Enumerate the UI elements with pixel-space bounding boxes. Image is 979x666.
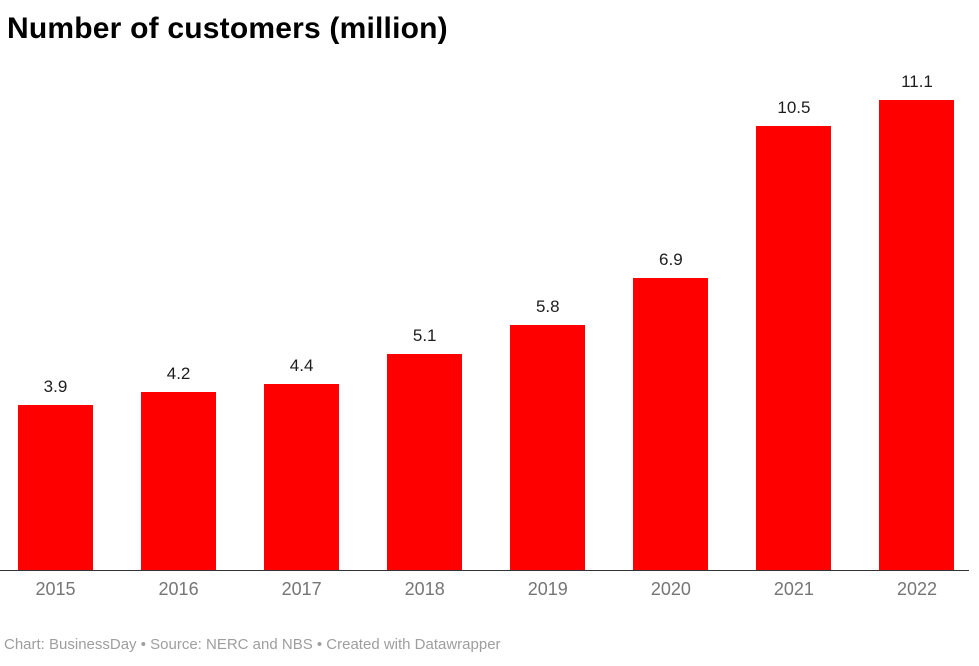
bar-value-label-2017: 4.4: [289, 355, 314, 375]
bar-2020: [633, 278, 709, 570]
bar-2021: [756, 125, 832, 570]
x-axis-line: [0, 570, 969, 571]
x-axis-label-2020: 2020: [650, 579, 691, 599]
bar-2019: [510, 324, 586, 570]
chart-footer: Chart: BusinessDay • Source: NERC and NB…: [4, 636, 501, 653]
x-axis-label-2021: 2021: [773, 579, 814, 599]
chart-title: Number of customers (million): [7, 12, 448, 45]
bar-2017: [264, 383, 340, 570]
bar-value-label-2021: 10.5: [777, 97, 811, 117]
bar-2018: [387, 354, 463, 570]
x-axis-label-2017: 2017: [281, 579, 322, 599]
bar-value-label-2022: 11.1: [901, 72, 933, 92]
bar-2016: [141, 392, 217, 570]
x-axis-label-2018: 2018: [404, 579, 445, 599]
plot-area: 3.9 4.2 4.4 5.1 5.8 6.9 10.5 11.1: [0, 60, 979, 570]
bar-value-label-2015: 3.9: [43, 377, 68, 397]
x-axis-label-2022: 2022: [896, 579, 937, 599]
x-axis-label-2019: 2019: [527, 579, 568, 599]
bar-2015: [18, 405, 93, 570]
bar-value-label-2019: 5.8: [535, 296, 560, 316]
bar-2022: [879, 100, 955, 570]
x-axis-label-2016: 2016: [158, 579, 199, 599]
bar-value-label-2018: 5.1: [412, 326, 437, 346]
x-axis-label-2015: 2015: [35, 579, 76, 599]
x-axis-labels: 2015 2016 2017 2018 2019 2020 2021 2022: [0, 579, 979, 605]
bar-value-label-2020: 6.9: [659, 250, 683, 270]
bar-value-label-2016: 4.2: [166, 364, 191, 384]
